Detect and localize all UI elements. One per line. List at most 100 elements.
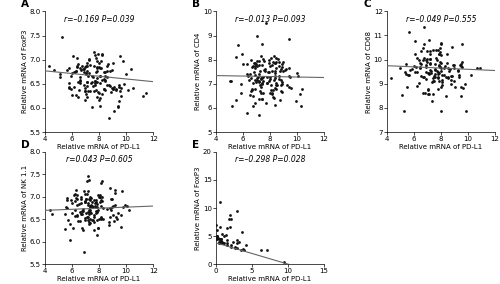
Point: [97, 204, 105, 208]
Point: [433, 58, 441, 62]
Point: [252, 33, 260, 38]
Point: [294, 71, 302, 75]
Point: [139, 93, 147, 98]
Point: [432, 71, 440, 76]
Point: [424, 92, 432, 97]
Point: [82, 92, 90, 96]
Point: [430, 47, 438, 52]
Point: [83, 215, 91, 219]
Point: [438, 42, 446, 47]
Point: [84, 210, 92, 214]
Point: [265, 70, 273, 74]
Point: [105, 223, 113, 227]
Point: [118, 189, 126, 193]
Point: [86, 204, 94, 208]
Point: [437, 69, 445, 74]
Point: [93, 69, 101, 74]
Point: [413, 56, 421, 60]
Point: [220, 234, 228, 238]
Point: [278, 82, 285, 87]
Point: [89, 84, 97, 88]
Point: [294, 74, 302, 78]
Point: [423, 49, 431, 54]
Point: [431, 75, 439, 79]
Point: [114, 103, 122, 108]
Point: [103, 69, 111, 74]
Point: [81, 200, 89, 204]
Point: [438, 79, 446, 84]
Point: [434, 51, 442, 56]
Point: [103, 83, 111, 87]
Point: [226, 79, 234, 83]
Point: [98, 53, 106, 58]
Point: [430, 67, 438, 71]
Point: [246, 72, 254, 76]
Point: [71, 208, 79, 212]
Point: [416, 80, 424, 85]
Point: [71, 192, 79, 196]
Point: [276, 97, 283, 102]
Point: [86, 203, 94, 208]
Point: [108, 196, 116, 201]
Point: [116, 89, 124, 93]
Point: [78, 63, 86, 68]
Point: [94, 202, 102, 206]
Point: [431, 62, 439, 66]
Point: [248, 94, 256, 98]
Point: [82, 197, 90, 202]
Point: [422, 77, 430, 81]
Point: [272, 86, 280, 91]
Point: [114, 105, 122, 110]
Point: [106, 185, 114, 190]
Point: [82, 191, 90, 196]
Point: [94, 208, 102, 212]
Point: [100, 73, 108, 78]
Point: [96, 96, 104, 100]
Point: [214, 237, 222, 241]
Point: [117, 85, 125, 90]
Point: [251, 72, 259, 77]
Point: [228, 104, 236, 108]
Point: [434, 72, 442, 76]
Point: [436, 78, 444, 83]
Point: [74, 219, 82, 223]
Point: [276, 67, 284, 72]
Point: [456, 62, 464, 67]
Point: [79, 209, 87, 214]
Point: [280, 259, 288, 264]
Point: [235, 240, 243, 244]
Point: [266, 57, 274, 62]
Point: [410, 39, 418, 44]
Point: [440, 66, 448, 70]
Point: [216, 224, 224, 229]
Point: [84, 203, 92, 208]
Point: [98, 178, 106, 183]
Point: [273, 82, 281, 87]
Point: [87, 81, 95, 85]
Point: [213, 228, 221, 233]
Point: [92, 205, 100, 210]
Point: [424, 60, 432, 64]
Point: [243, 72, 251, 76]
Point: [126, 66, 134, 71]
Point: [412, 84, 420, 89]
Point: [90, 227, 98, 232]
Point: [266, 79, 274, 83]
Point: [107, 208, 115, 212]
Point: [91, 80, 99, 85]
Point: [82, 85, 90, 90]
Point: [446, 82, 454, 86]
Point: [457, 85, 465, 90]
Point: [100, 87, 108, 91]
Point: [228, 244, 235, 249]
Point: [81, 199, 89, 204]
Point: [216, 239, 224, 244]
Point: [96, 199, 104, 204]
Point: [459, 86, 467, 90]
Point: [458, 65, 466, 69]
Point: [86, 212, 94, 216]
Point: [92, 198, 100, 202]
Point: [83, 83, 91, 88]
Point: [85, 71, 93, 76]
Point: [103, 75, 111, 80]
